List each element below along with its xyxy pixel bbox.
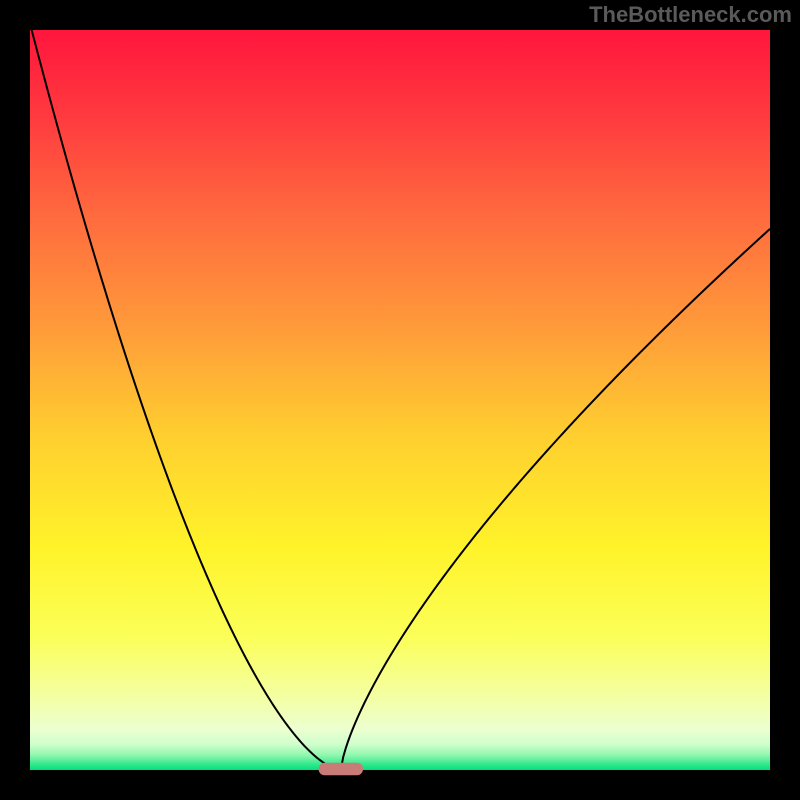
watermark-text: TheBottleneck.com	[589, 2, 792, 28]
bottleneck-chart	[0, 0, 800, 800]
chart-container: { "watermark": { "text": "TheBottleneck.…	[0, 0, 800, 800]
